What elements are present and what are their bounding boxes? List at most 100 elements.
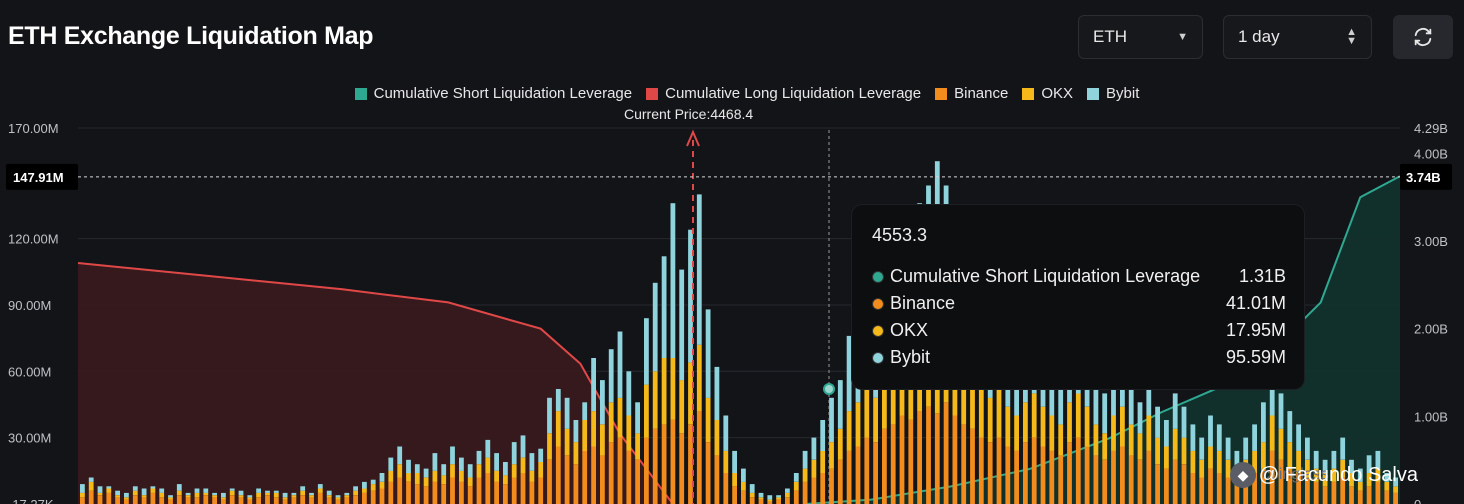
bar-binance xyxy=(503,484,508,504)
range-select[interactable]: 1 day ▲ ▼ xyxy=(1223,15,1372,59)
bar-bybit xyxy=(547,397,552,434)
bar-bybit xyxy=(696,194,702,345)
bar-bybit xyxy=(115,490,120,496)
right-axis-tick: 4.29B xyxy=(1414,121,1448,136)
legend-label: Cumulative Long Liquidation Leverage xyxy=(665,85,922,102)
bar-binance xyxy=(1331,481,1337,504)
bar-bybit xyxy=(723,415,729,451)
tooltip-label: Cumulative Short Liquidation Leverage xyxy=(890,266,1201,286)
bar-okx xyxy=(203,492,209,496)
left-axis-tick: 90.00M xyxy=(8,298,51,313)
bar-binance xyxy=(80,497,85,504)
bar-binance xyxy=(1252,473,1257,504)
bar-bybit xyxy=(776,495,781,498)
bar-okx xyxy=(291,495,297,498)
bar-bybit xyxy=(97,486,103,493)
bar-okx xyxy=(908,362,914,420)
legend-item-0[interactable]: Cumulative Short Liquidation Leverage xyxy=(354,85,632,102)
bar-okx xyxy=(414,473,420,485)
bar-binance xyxy=(1014,450,1019,504)
legend-swatch xyxy=(935,87,948,100)
bar-okx xyxy=(846,411,852,451)
bar-okx xyxy=(441,475,447,484)
bar-okx xyxy=(150,488,156,493)
legend-item-2[interactable]: Binance xyxy=(935,85,1008,102)
bar-binance xyxy=(106,492,112,504)
bar-okx xyxy=(961,366,967,425)
bar-bybit xyxy=(273,490,279,493)
short-liquidation-line xyxy=(805,175,1401,504)
bar-okx xyxy=(1208,446,1213,469)
bar-okx xyxy=(661,358,667,425)
bar-binance xyxy=(282,499,288,504)
tooltip-row: Binance 41.01M xyxy=(872,290,1286,317)
bar-binance xyxy=(1111,450,1116,504)
bar-bybit xyxy=(503,462,508,476)
bar-okx xyxy=(1216,450,1222,473)
bar-bybit xyxy=(1093,389,1099,425)
tooltip-title: 4553.3 xyxy=(872,225,928,245)
bar-binance xyxy=(397,477,403,504)
bar-okx xyxy=(1023,402,1028,443)
asset-select[interactable]: ETH ▼ xyxy=(1078,15,1203,59)
bar-bybit xyxy=(1278,393,1284,429)
bar-binance xyxy=(1261,468,1266,504)
bar-binance xyxy=(273,497,279,504)
bar-binance xyxy=(987,442,993,504)
right-axis-tick: 0 xyxy=(1414,497,1421,504)
bar-okx xyxy=(168,497,173,500)
bar-okx xyxy=(696,344,702,412)
bar-binance xyxy=(679,433,685,504)
legend-item-3[interactable]: OKX xyxy=(1022,85,1073,102)
bar-bybit xyxy=(758,492,764,498)
bar-bybit xyxy=(829,397,834,442)
bar-bybit xyxy=(335,495,341,498)
bar-okx xyxy=(873,397,878,442)
legend-item-4[interactable]: Bybit xyxy=(1087,85,1139,102)
bar-binance xyxy=(970,428,975,504)
bar-binance xyxy=(917,411,922,504)
bar-binance xyxy=(1120,446,1125,504)
tooltip-value: 17.95M xyxy=(1225,320,1286,340)
bar-okx xyxy=(1181,437,1187,465)
bar-okx xyxy=(688,362,693,425)
bar-binance xyxy=(652,428,658,504)
refresh-button[interactable] xyxy=(1393,15,1453,59)
bar-binance xyxy=(256,497,261,504)
bar-bybit xyxy=(467,464,473,478)
bar-binance xyxy=(1375,481,1381,504)
bar-okx xyxy=(785,492,790,498)
bar-binance xyxy=(1128,455,1134,504)
left-axis-tick: 60.00M xyxy=(8,364,51,379)
legend-label: Bybit xyxy=(1106,85,1140,102)
bar-okx xyxy=(811,459,817,478)
coinglass-logo-icon: ◆ xyxy=(1230,462,1256,488)
bar-okx xyxy=(882,375,887,429)
bar-binance xyxy=(961,424,967,504)
bar-bybit xyxy=(837,380,843,429)
bar-binance xyxy=(785,497,790,504)
bar-okx xyxy=(503,475,508,484)
tooltip-row: Bybit 95.59M xyxy=(872,344,1286,371)
bar-okx xyxy=(538,462,544,478)
bar-binance xyxy=(1225,477,1231,504)
bar-bybit xyxy=(282,492,288,498)
bar-bybit xyxy=(1155,406,1160,438)
bar-okx xyxy=(617,397,623,438)
bar-bybit xyxy=(229,488,235,491)
bar-binance xyxy=(626,450,632,504)
legend-item-1[interactable]: Cumulative Long Liquidation Leverage xyxy=(646,85,921,102)
bar-bybit xyxy=(1322,459,1328,474)
bar-binance xyxy=(908,420,914,504)
bar-bybit xyxy=(1164,420,1169,447)
bar-bybit xyxy=(1146,375,1152,416)
bar-binance xyxy=(344,497,350,504)
bar-okx xyxy=(714,420,720,456)
bar-okx xyxy=(987,397,993,442)
bar-binance xyxy=(547,459,552,504)
bar-binance xyxy=(520,473,526,504)
bar-bybit xyxy=(265,490,270,493)
bar-bybit xyxy=(785,488,790,493)
watermark-brand: coinglass xyxy=(1262,466,1329,483)
